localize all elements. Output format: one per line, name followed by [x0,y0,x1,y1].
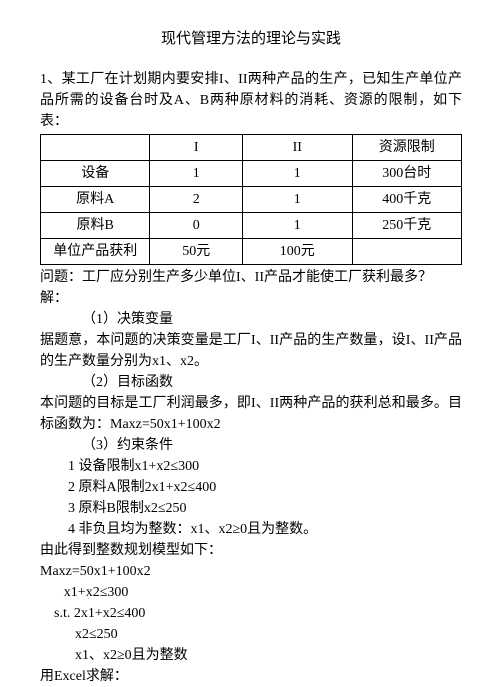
resource-table: I II 资源限制 设备 1 1 300台时 原料A 2 1 400千克 原料B… [40,134,462,265]
table-row: 原料B 0 1 250千克 [41,212,462,238]
solve-label: 解： [40,288,462,309]
section-heading-2: （2）目标函数 [40,372,462,393]
model-constraint-3: x2≤250 [40,624,462,645]
constraint-4: 4 非负且均为整数：x1、x2≥0且为整数。 [40,519,462,540]
document-title: 现代管理方法的理论与实践 [40,28,462,51]
section-heading-1: （1）决策变量 [40,309,462,330]
constraint-2: 2 原料A限制2x1+x2≤400 [40,477,462,498]
table-header-cell [41,134,150,160]
constraint-1: 1 设备限制x1+x2≤300 [40,456,462,477]
model-intro: 由此得到整数规划模型如下： [40,540,462,561]
table-cell: 原料B [41,212,150,238]
table-cell: 250千克 [352,212,461,238]
table-cell: 原料A [41,186,150,212]
table-row: 单位产品获利 50元 100元 [41,238,462,264]
section-text-2: 本问题的目标是工厂利润最多，即I、II两种产品的获利总和最多。目标函数为：Max… [40,393,462,435]
table-cell [352,238,461,264]
table-header-cell: II [243,134,352,160]
table-row: 原料A 2 1 400千克 [41,186,462,212]
model-constraint-4: x1、x2≥0且为整数 [40,645,462,666]
table-cell: 400千克 [352,186,461,212]
table-cell: 100元 [243,238,352,264]
table-cell: 单位产品获利 [41,238,150,264]
table-cell: 1 [150,160,243,186]
model-constraint-2: s.t. 2x1+x2≤400 [40,603,462,624]
table-cell: 0 [150,212,243,238]
table-header-cell: 资源限制 [352,134,461,160]
question-text: 问题：工厂应分别生产多少单位I、II产品才能使工厂获利最多？ [40,267,462,288]
excel-label: 用Excel求解： [40,666,462,687]
table-cell: 1 [243,160,352,186]
table-header-row: I II 资源限制 [41,134,462,160]
constraint-3: 3 原料B限制x2≤250 [40,498,462,519]
table-cell: 50元 [150,238,243,264]
table-cell: 1 [243,212,352,238]
table-cell: 设备 [41,160,150,186]
model-objective: Maxz=50x1+100x2 [40,561,462,582]
table-cell: 300台时 [352,160,461,186]
section-text-1: 据题意，本问题的决策变量是工厂I、II产品的生产数量，设I、II产品的生产数量分… [40,330,462,372]
table-header-cell: I [150,134,243,160]
table-cell: 1 [243,186,352,212]
table-row: 设备 1 1 300台时 [41,160,462,186]
model-constraint-1: x1+x2≤300 [40,582,462,603]
table-cell: 2 [150,186,243,212]
section-heading-3: （3）约束条件 [40,435,462,456]
problem-intro: 1、某工厂在计划期内要安排I、II两种产品的生产，已知生产单位产品所需的设备台时… [40,69,462,132]
